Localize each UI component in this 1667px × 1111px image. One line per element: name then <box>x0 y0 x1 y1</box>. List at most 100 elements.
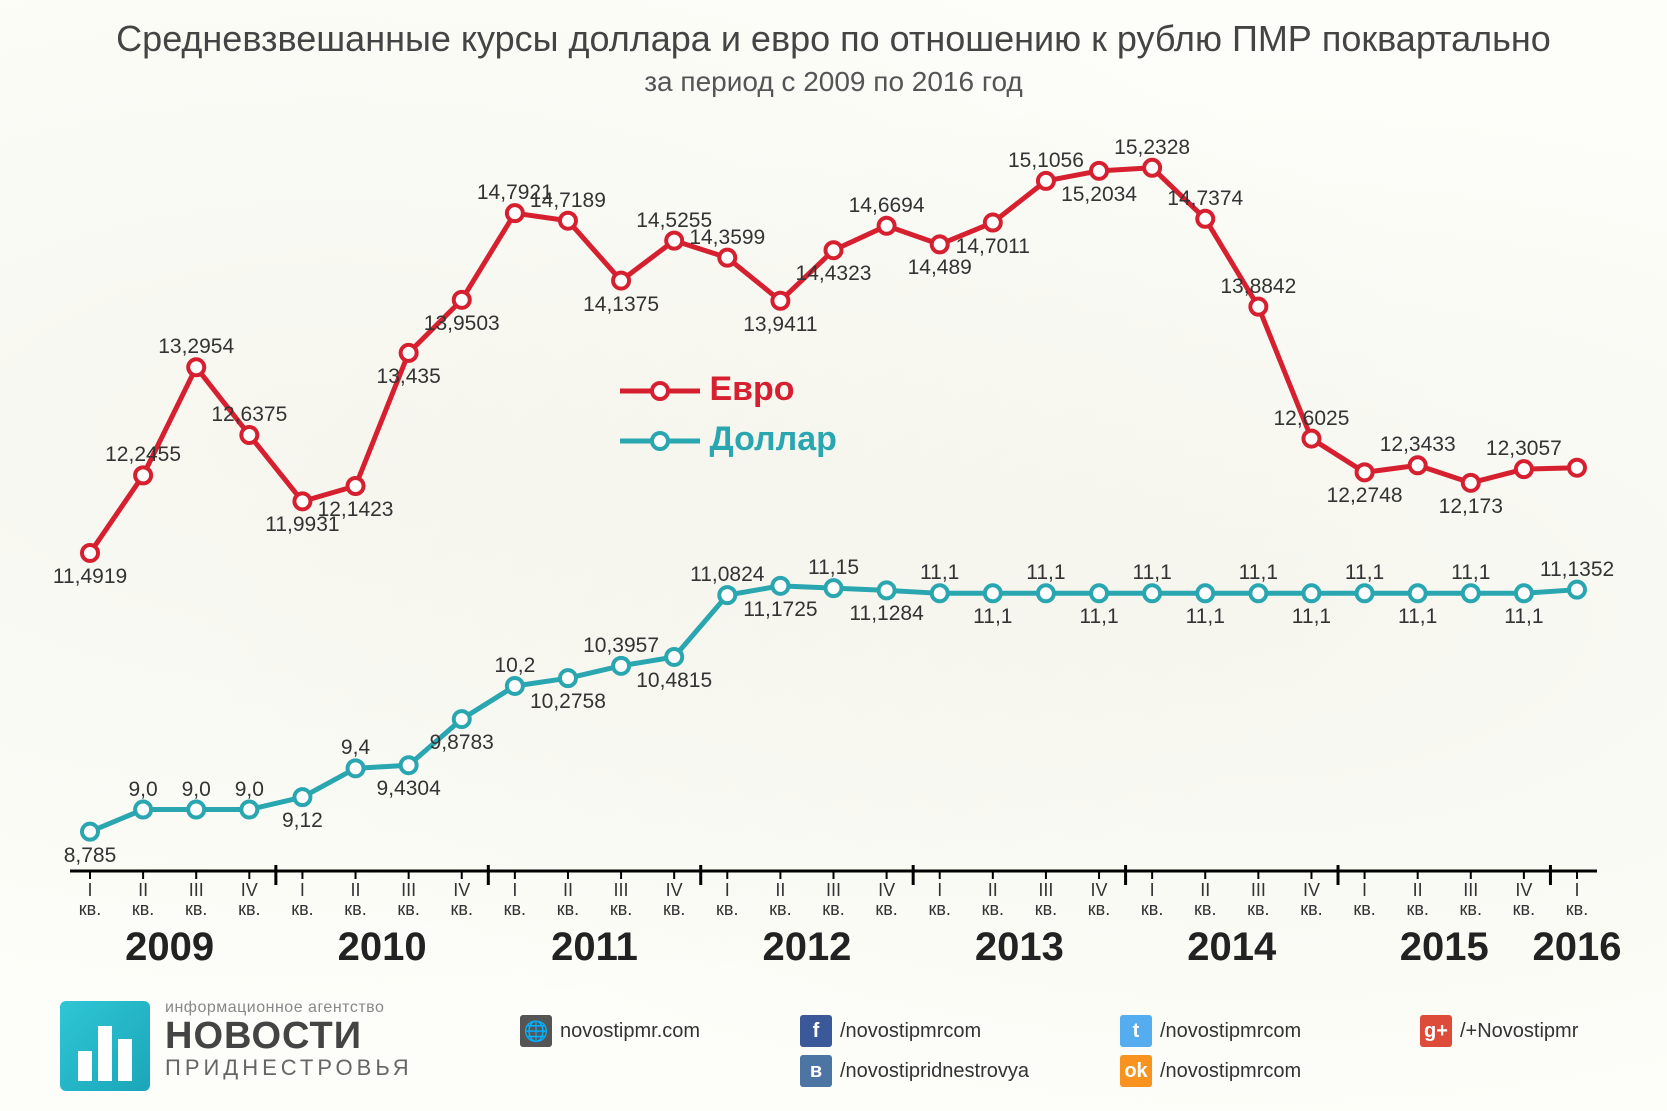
social-text: /novostipridnestrovya <box>840 1060 1029 1083</box>
data-label-euro: 12,3433 <box>1380 433 1456 457</box>
twitter-icon: t <box>1120 1015 1152 1047</box>
social-text: novostipmr.com <box>560 1020 700 1043</box>
x-quarter-label: IIкв. <box>336 881 376 919</box>
data-label-dollar: 10,4815 <box>636 669 712 693</box>
data-label-dollar: 9,4 <box>341 736 370 760</box>
data-label-euro: 14,6694 <box>849 194 925 218</box>
data-label-dollar: 11,1 <box>1292 605 1331 629</box>
x-quarter-label: IIкв. <box>1185 881 1225 919</box>
x-year-label: 2009 <box>125 925 214 970</box>
data-label-euro: 13,8842 <box>1220 275 1296 299</box>
x-quarter-label: IIкв. <box>123 881 163 919</box>
data-label-euro: 12,2455 <box>105 443 181 467</box>
social-link-gplus[interactable]: g+ /+Novostipmr <box>1420 1015 1578 1047</box>
x-quarter-label: IIкв. <box>548 881 588 919</box>
x-quarter-label: IIIкв. <box>1451 881 1491 919</box>
social-link-twitter[interactable]: t/novostipmrcom <box>1120 1015 1301 1047</box>
x-quarter-label: Iкв. <box>707 881 747 919</box>
data-label-dollar: 9,8783 <box>430 731 494 755</box>
data-label-euro: 11,4919 <box>53 565 127 589</box>
vk-icon: в <box>800 1055 832 1087</box>
x-quarter-label: IIкв. <box>1398 881 1438 919</box>
x-quarter-label: IVкв. <box>654 881 694 919</box>
x-year-label: 2015 <box>1400 925 1489 970</box>
data-label-dollar: 11,1 <box>1186 605 1225 629</box>
brand-block: информационное агентство НОВОСТИ ПРИДНЕС… <box>165 999 413 1081</box>
x-quarter-label: IVкв. <box>1291 881 1331 919</box>
social-text: /+Novostipmr <box>1460 1020 1578 1043</box>
x-quarter-label: IIIкв. <box>1238 881 1278 919</box>
data-label-dollar: 11,1 <box>1132 561 1171 585</box>
x-quarter-label: IIкв. <box>973 881 1013 919</box>
data-label-dollar: 11,1 <box>1504 605 1543 629</box>
x-quarter-label: IIIкв. <box>814 881 854 919</box>
data-label-euro: 13,435 <box>377 365 441 389</box>
social-link-facebook[interactable]: f/novostipmrcom <box>800 1015 981 1047</box>
data-label-dollar: 11,0824 <box>690 563 764 587</box>
data-label-euro: 12,3057 <box>1486 437 1562 461</box>
data-label-euro: 15,2034 <box>1061 183 1137 207</box>
data-label-dollar: 11,1 <box>1079 605 1118 629</box>
x-year-label: 2011 <box>551 925 638 970</box>
data-label-dollar: 10,3957 <box>583 634 659 658</box>
chart-subtitle: за период с 2009 по 2016 год <box>0 66 1667 98</box>
x-quarter-label: IVкв. <box>1504 881 1544 919</box>
facebook-icon: f <box>800 1015 832 1047</box>
x-quarter-label: IVкв. <box>442 881 482 919</box>
footer: информационное агентство НОВОСТИ ПРИДНЕС… <box>60 993 1607 1093</box>
data-label-dollar: 11,1 <box>1451 561 1490 585</box>
x-quarter-label: Iкв. <box>1557 881 1597 919</box>
data-label-euro: 13,9503 <box>424 312 500 336</box>
data-label-dollar: 11,1352 <box>1540 558 1614 582</box>
gplus-icon: g+ <box>1420 1015 1452 1047</box>
x-quarter-label: IIкв. <box>760 881 800 919</box>
data-label-euro: 12,173 <box>1439 495 1503 519</box>
data-label-dollar: 11,1 <box>1239 561 1278 585</box>
data-label-euro: 14,7189 <box>530 189 606 213</box>
x-year-label: 2016 <box>1533 925 1622 970</box>
x-year-label: 2012 <box>762 925 851 970</box>
x-quarter-label: Iкв. <box>1345 881 1385 919</box>
data-label-dollar: 11,1 <box>1026 561 1065 585</box>
x-quarter-label: IIIкв. <box>176 881 216 919</box>
social-text: /novostipmrcom <box>1160 1020 1301 1043</box>
social-text: /novostipmrcom <box>840 1020 981 1043</box>
data-label-euro: 14,7374 <box>1167 187 1243 211</box>
data-label-dollar: 10,2 <box>494 654 535 678</box>
social-link-globe[interactable]: 🌐 novostipmr.com <box>520 1015 700 1047</box>
data-label-euro: 14,7011 <box>956 235 1030 259</box>
chart-container: Средневзвешанные курсы доллара и евро по… <box>0 0 1667 1111</box>
data-label-euro: 13,2954 <box>158 335 234 359</box>
data-label-dollar: 11,1 <box>973 605 1012 629</box>
data-label-dollar: 11,1 <box>1345 561 1384 585</box>
data-label-euro: 14,1375 <box>583 293 659 317</box>
data-label-euro: 15,2328 <box>1114 136 1190 160</box>
data-label-euro: 12,1423 <box>318 498 394 522</box>
data-label-dollar: 9,0 <box>182 778 211 802</box>
social-link-vk[interactable]: в/novostipridnestrovya <box>800 1055 1029 1087</box>
x-quarter-label: Iкв. <box>920 881 960 919</box>
data-label-euro: 13,9411 <box>743 313 817 337</box>
data-label-dollar: 11,15 <box>808 556 859 580</box>
data-label-dollar: 9,12 <box>282 809 323 833</box>
data-label-dollar: 11,1284 <box>849 602 923 626</box>
data-label-euro: 12,6025 <box>1273 407 1349 431</box>
data-label-euro: 12,2748 <box>1327 484 1403 508</box>
ok-icon: ok <box>1120 1055 1152 1087</box>
data-label-euro: 15,1056 <box>1008 149 1084 173</box>
globe-icon: 🌐 <box>520 1015 552 1047</box>
x-quarter-label: IVкв. <box>1079 881 1119 919</box>
social-text: /novostipmrcom <box>1160 1060 1301 1083</box>
data-label-euro: 14,3599 <box>689 226 765 250</box>
logo-icon <box>60 1001 150 1091</box>
x-year-label: 2014 <box>1187 925 1276 970</box>
data-label-dollar: 9,0 <box>128 778 157 802</box>
data-label-euro: 14,489 <box>908 256 972 280</box>
data-label-dollar: 11,1725 <box>743 598 817 622</box>
x-axis-labels: Iкв. IIкв. IIIкв. IVкв. Iкв. IIкв. IIIкв. IVкв.… <box>60 881 1607 1001</box>
social-link-ok[interactable]: ok/novostipmrcom <box>1120 1055 1301 1087</box>
chart-title: Средневзвешанные курсы доллара и евро по… <box>0 18 1667 60</box>
data-label-dollar: 9,0 <box>235 778 264 802</box>
x-quarter-label: Iкв. <box>1132 881 1172 919</box>
x-quarter-label: Iкв. <box>282 881 322 919</box>
